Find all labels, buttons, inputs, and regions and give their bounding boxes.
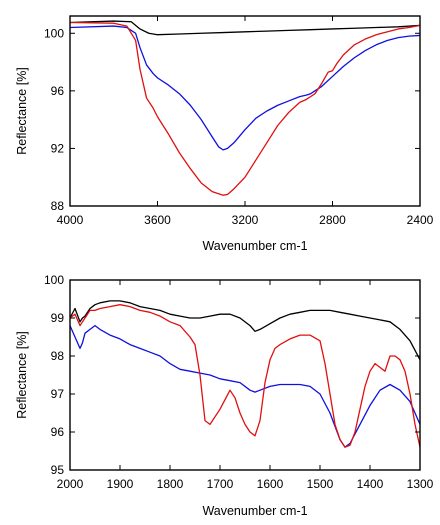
chart-lower: 2000 1900 1800 1700 1600 1500 1400 1300 95 96 97 98… — [15, 273, 434, 518]
y-tick-label: 99 — [51, 311, 65, 325]
y-tick-label: 95 — [51, 463, 65, 477]
y-tick-label: 88 — [51, 199, 65, 213]
y-axis-title: Reflectance [%] — [15, 67, 29, 155]
x-axis-title: Wavenumber cm-1 — [202, 504, 307, 518]
y-tick-label: 97 — [51, 387, 65, 401]
series-line-1-2 — [69, 304, 421, 448]
y-tick-label: 96 — [51, 425, 65, 439]
x-tick-label: 2400 — [407, 213, 434, 227]
y-tick-label: 100 — [44, 273, 64, 287]
plot-frame — [69, 279, 421, 471]
chart-upper: 4000 3600 3200 2800 2400 88 92 96 100 Wavenumber … — [15, 15, 434, 253]
y-tick-label: 100 — [44, 26, 64, 40]
x-tick-label: 1500 — [307, 477, 334, 491]
y-tick-label: 92 — [51, 141, 65, 155]
x-tick-label: 2800 — [319, 213, 346, 227]
x-tick-label: 1300 — [407, 477, 434, 491]
x-tick-label: 3200 — [232, 213, 259, 227]
x-tick-label: 3600 — [144, 213, 171, 227]
x-tick-label: 2000 — [57, 477, 84, 491]
y-tick-label: 98 — [51, 349, 65, 363]
y-axis-title: Reflectance [%] — [15, 331, 29, 419]
x-tick-label: 1600 — [257, 477, 284, 491]
series-line-1-0 — [69, 300, 421, 361]
x-tick-label: 1700 — [207, 477, 234, 491]
series-line-0-0 — [69, 20, 421, 36]
x-tick-label: 1800 — [157, 477, 184, 491]
series-line-0-1 — [69, 25, 421, 151]
x-axis-title: Wavenumber cm-1 — [202, 239, 307, 253]
x-tick-label: 1400 — [357, 477, 384, 491]
x-tick-label: 1900 — [107, 477, 134, 491]
series-line-1-1 — [69, 324, 421, 448]
y-tick-label: 96 — [51, 84, 65, 98]
series-line-0-2 — [69, 21, 421, 196]
x-tick-label: 4000 — [57, 213, 84, 227]
